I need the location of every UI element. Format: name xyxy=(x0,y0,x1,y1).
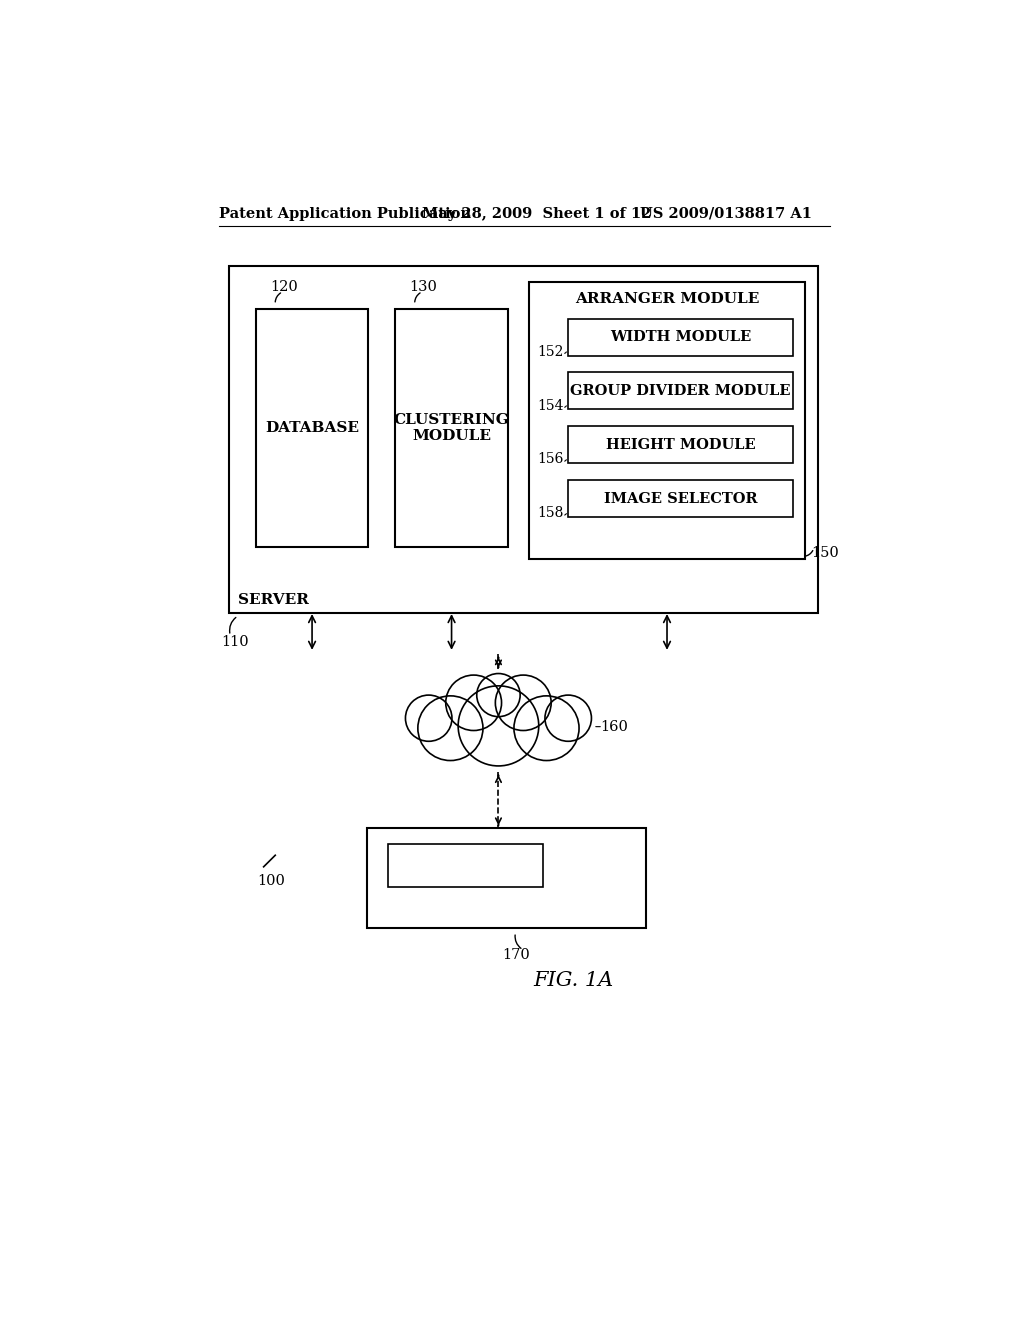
Bar xyxy=(228,267,818,612)
Text: SERVER: SERVER xyxy=(238,594,309,607)
Circle shape xyxy=(458,686,539,766)
Text: ARRANGER MODULE: ARRANGER MODULE xyxy=(574,292,759,305)
Text: 156: 156 xyxy=(538,453,563,466)
Text: 150: 150 xyxy=(811,545,839,560)
Circle shape xyxy=(477,673,520,717)
Circle shape xyxy=(445,675,502,730)
Text: FIG. 1A: FIG. 1A xyxy=(534,972,613,990)
Text: May 28, 2009  Sheet 1 of 12: May 28, 2009 Sheet 1 of 12 xyxy=(423,207,652,220)
Circle shape xyxy=(496,675,551,730)
Circle shape xyxy=(406,696,452,742)
Text: CLUSTERING
MODULE: CLUSTERING MODULE xyxy=(393,413,509,444)
Bar xyxy=(367,829,646,928)
Text: DATABASE: DATABASE xyxy=(265,421,359,434)
Text: CLIENT: CLIENT xyxy=(378,909,444,923)
Circle shape xyxy=(418,696,483,760)
Text: 160: 160 xyxy=(601,719,629,734)
Text: WIDTH MODULE: WIDTH MODULE xyxy=(610,330,752,345)
Bar xyxy=(568,372,793,409)
Text: 154: 154 xyxy=(537,399,563,413)
Bar xyxy=(395,309,508,548)
Text: GROUP DIVIDER MODULE: GROUP DIVIDER MODULE xyxy=(570,384,791,397)
Bar xyxy=(388,843,544,887)
Circle shape xyxy=(514,696,579,760)
Text: US 2009/0138817 A1: US 2009/0138817 A1 xyxy=(640,207,811,220)
Text: 110: 110 xyxy=(221,635,249,649)
Text: 152: 152 xyxy=(538,345,563,359)
Bar xyxy=(568,426,793,463)
Circle shape xyxy=(545,696,592,742)
Text: IMAGE SELECTOR: IMAGE SELECTOR xyxy=(604,492,758,506)
Text: 172: 172 xyxy=(548,858,574,873)
Text: 130: 130 xyxy=(410,280,437,294)
Text: HEIGHT MODULE: HEIGHT MODULE xyxy=(606,438,756,451)
Text: Patent Application Publication: Patent Application Publication xyxy=(219,207,471,220)
Bar xyxy=(568,480,793,517)
Text: 158: 158 xyxy=(538,507,563,520)
Text: 120: 120 xyxy=(270,280,298,294)
Text: USER INTERFACE: USER INTERFACE xyxy=(391,858,541,873)
Bar xyxy=(256,309,369,548)
Text: 100: 100 xyxy=(257,874,286,887)
Text: 170: 170 xyxy=(503,948,530,961)
Bar xyxy=(568,318,793,355)
Bar xyxy=(529,281,805,558)
